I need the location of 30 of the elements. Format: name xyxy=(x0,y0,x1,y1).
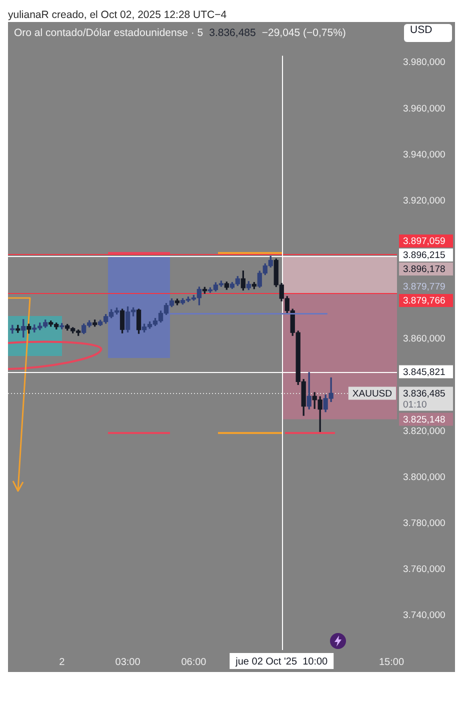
y-tick-label: 3.860,000 xyxy=(403,334,446,345)
x-tick-label: 15:00 xyxy=(378,656,404,668)
y-axis-title: USD xyxy=(404,24,452,42)
text: 3.836,485 xyxy=(209,27,256,39)
annotation: XAUUSD xyxy=(352,388,392,400)
ref-line-label: 3.879,766 xyxy=(403,296,446,307)
ref-line-label: jue 02 Oct '25 10:00 xyxy=(234,656,328,668)
y-tick-label: 3.940,000 xyxy=(403,149,446,160)
ref-line-label: 3.896,215 xyxy=(403,250,446,262)
text: 01:10 xyxy=(403,399,427,410)
text: yulianaR creado, el Oct 02, 2025 12:28 UTC−4 xyxy=(8,8,228,22)
y-tick-label: 3.760,000 xyxy=(403,564,446,576)
band-label: 3.896,178 xyxy=(403,264,446,276)
x-tick-label: 2 xyxy=(59,656,66,668)
y-tick-label: 3.980,000 xyxy=(403,57,446,68)
y-tick-label: 3.740,000 xyxy=(403,610,446,622)
x-tick-label: 03:00 xyxy=(115,656,141,668)
band-label: 3.825,148 xyxy=(403,414,446,426)
x-tick-label: 06:00 xyxy=(181,656,207,668)
ref-line-label: 3.897,059 xyxy=(403,236,446,248)
text: −29,045 (−0,75%) xyxy=(262,27,346,39)
chart-title: Oro al contado/Dólar estadounidense · 5 xyxy=(14,27,204,39)
y-tick-label: 3.780,000 xyxy=(403,518,446,529)
y-tick-label: 3.960,000 xyxy=(403,103,446,114)
text: 3.879,779 xyxy=(403,282,446,293)
y-tick-label: 3.920,000 xyxy=(403,195,446,206)
y-tick-label: 3.820,000 xyxy=(403,426,446,437)
ref-line-label: 3.845,821 xyxy=(403,366,446,378)
ref-line-label: 3.836,485 xyxy=(403,388,446,400)
y-tick-label: 3.800,000 xyxy=(403,472,446,483)
